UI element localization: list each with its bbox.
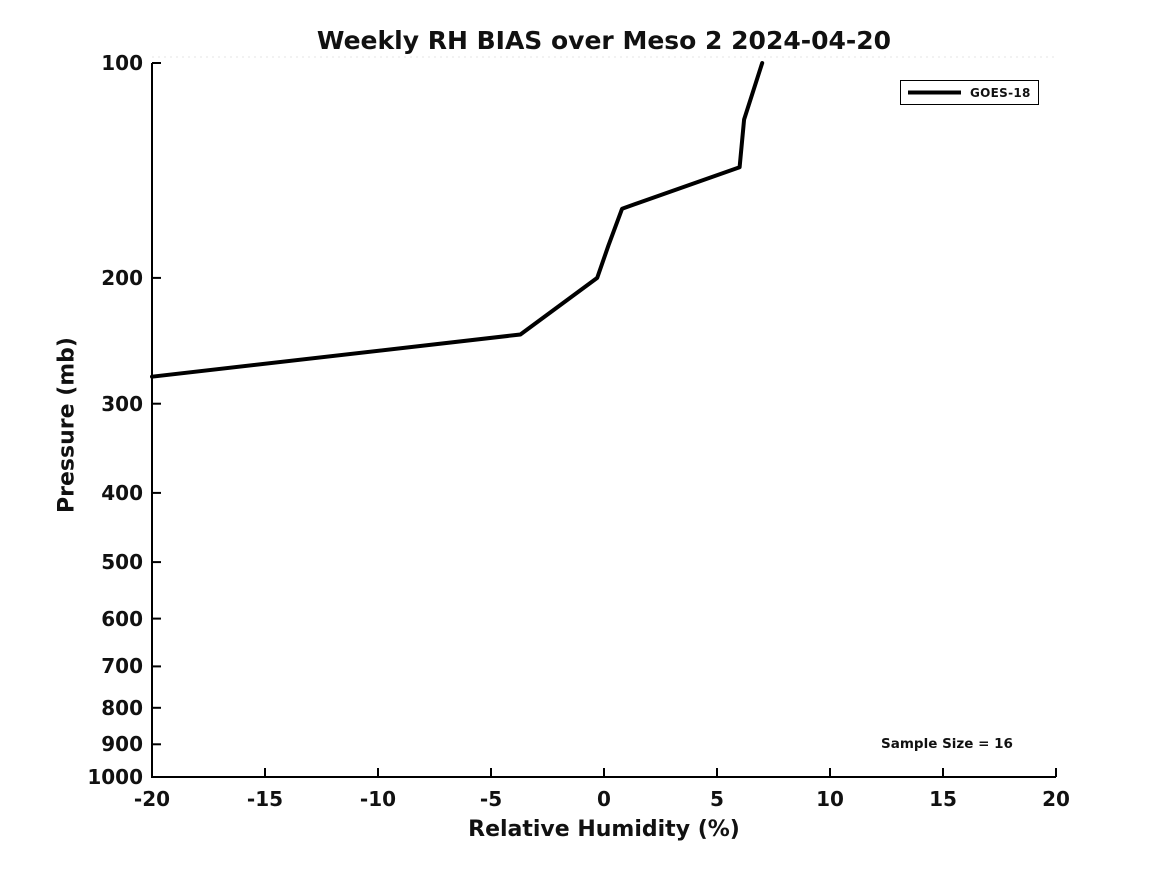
x-tick-label: 10 [816,787,844,811]
series-line-goes-18 [150,61,765,379]
x-axis-label: Relative Humidity (%) [468,817,740,842]
legend-series-label: GOES-18 [970,85,1031,100]
x-tick-label: -5 [479,787,503,811]
y-tick-label: 400 [101,480,143,505]
y-tick-label: 500 [101,550,143,575]
legend: GOES-18 [900,80,1039,105]
y-tick-label: 900 [101,732,143,757]
y-tick-label: 700 [101,654,143,679]
y-tick-label: 100 [101,51,143,75]
x-tick-label: -10 [359,787,397,811]
y-tick-label: 600 [101,606,143,631]
y-tick-label: 200 [101,265,143,290]
x-tick-label: 0 [597,787,611,811]
x-tick-label: 5 [710,787,724,811]
x-tick-label: -20 [133,787,171,811]
y-tick-label: 300 [101,391,143,416]
chart-title: Weekly RH BIAS over Meso 2 2024-04-20 [316,26,892,55]
y-tick-label: 1000 [87,765,143,789]
x-tick-label: -15 [246,787,284,811]
legend-line-sample [908,90,961,95]
x-tick-label: 20 [1042,787,1070,811]
sample-size-annotation: Sample Size = 16 [881,736,1013,752]
y-tick-label: 800 [101,695,143,720]
x-tick-label: 15 [929,787,957,811]
